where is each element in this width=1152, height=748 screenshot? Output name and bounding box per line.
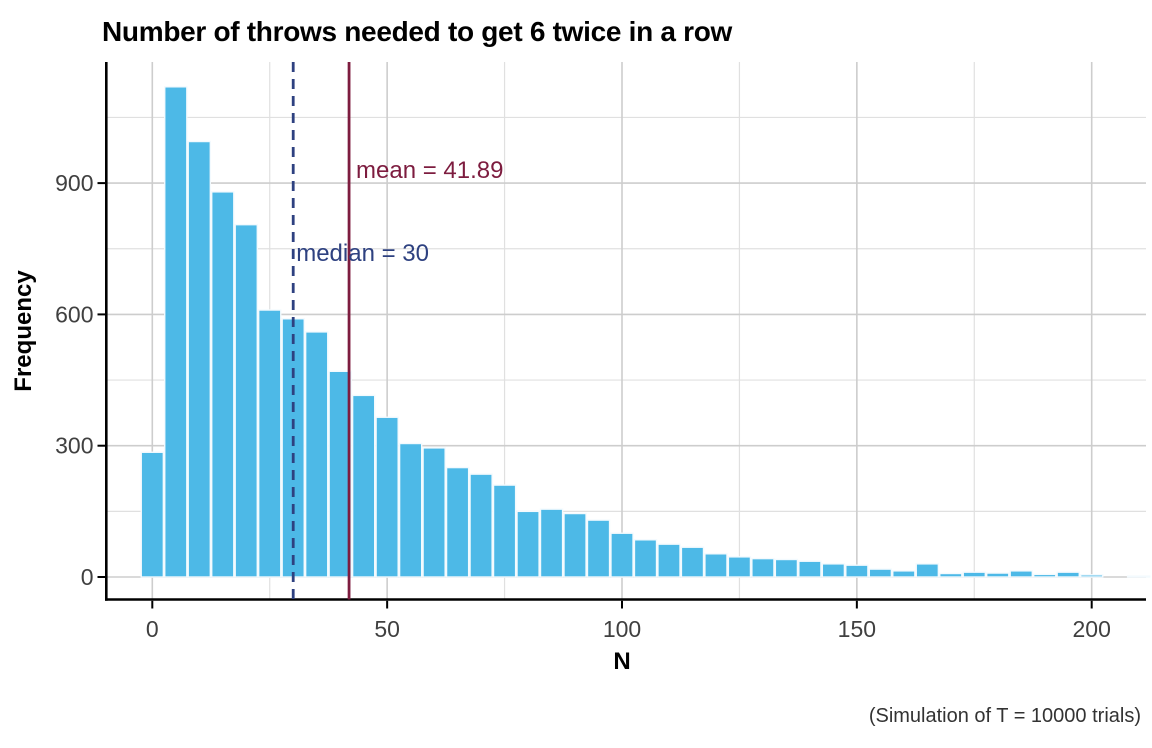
y-tick-label: 600 <box>55 301 93 327</box>
histogram-bar <box>868 568 893 578</box>
histogram-bar <box>492 484 517 578</box>
histogram-bar <box>939 572 963 578</box>
histogram-bar <box>633 539 658 578</box>
histogram-bar <box>680 546 705 578</box>
histogram-bar <box>986 572 1010 578</box>
histogram-bar <box>328 370 352 578</box>
x-tick-label: 200 <box>1073 616 1111 642</box>
histogram-bar <box>140 451 165 578</box>
histogram-bar <box>657 543 681 578</box>
histogram-bar <box>398 442 423 578</box>
histogram-bar <box>774 558 799 578</box>
y-tick-label: 0 <box>81 564 94 590</box>
statistic-lines <box>291 62 351 600</box>
x-axis-title: N <box>613 648 630 675</box>
histogram-bar <box>892 570 916 578</box>
histogram-bar <box>211 191 235 578</box>
tick-labels: 0 50 100 150 200 0 300 600 900 <box>55 170 1111 642</box>
histogram-bar <box>704 553 728 578</box>
histogram-bar <box>1079 574 1104 578</box>
histogram-bar <box>375 416 399 578</box>
histogram-bar <box>915 563 940 578</box>
histogram-bar <box>845 564 869 578</box>
histogram-bar <box>516 510 540 578</box>
histogram-bar <box>586 519 611 578</box>
histogram-bar <box>563 512 587 578</box>
histogram-bar <box>469 473 493 578</box>
histogram-bar <box>1126 575 1151 578</box>
x-tick-label: 50 <box>374 616 400 642</box>
histogram-bar <box>422 447 446 578</box>
axis-lines <box>105 62 1146 601</box>
histogram-bar <box>164 86 188 578</box>
median-annotation: median = 30 <box>296 240 429 267</box>
histogram-bars <box>140 86 1151 578</box>
histogram-bar <box>234 223 258 578</box>
histogram-bar <box>304 331 329 578</box>
x-tick-label: 100 <box>603 616 641 642</box>
histogram-bar <box>445 466 470 578</box>
histogram-bar <box>187 140 212 578</box>
histogram-bar <box>751 557 775 578</box>
histogram-bar <box>798 560 822 578</box>
mean-annotation: mean = 41.89 <box>356 157 503 184</box>
histogram-bar <box>821 563 846 578</box>
histogram-bar <box>539 508 564 578</box>
histogram-bar <box>351 394 376 578</box>
tick-marks <box>97 182 1093 609</box>
y-tick-label: 300 <box>55 433 93 459</box>
y-axis-title: Frequency <box>10 270 37 392</box>
histogram-bar <box>257 309 282 578</box>
histogram-bar <box>610 532 634 578</box>
x-tick-label: 150 <box>838 616 876 642</box>
histogram-bar <box>962 571 987 578</box>
y-tick-label: 900 <box>55 170 93 196</box>
histogram-bar <box>1032 573 1057 578</box>
histogram-bar <box>1009 570 1033 578</box>
histogram-bar <box>727 556 752 578</box>
chart-title: Number of throws needed to get 6 twice i… <box>102 16 733 47</box>
histogram-bar <box>1056 571 1080 578</box>
x-tick-label: 0 <box>146 616 159 642</box>
caption: (Simulation of T = 10000 trials) <box>869 705 1141 727</box>
